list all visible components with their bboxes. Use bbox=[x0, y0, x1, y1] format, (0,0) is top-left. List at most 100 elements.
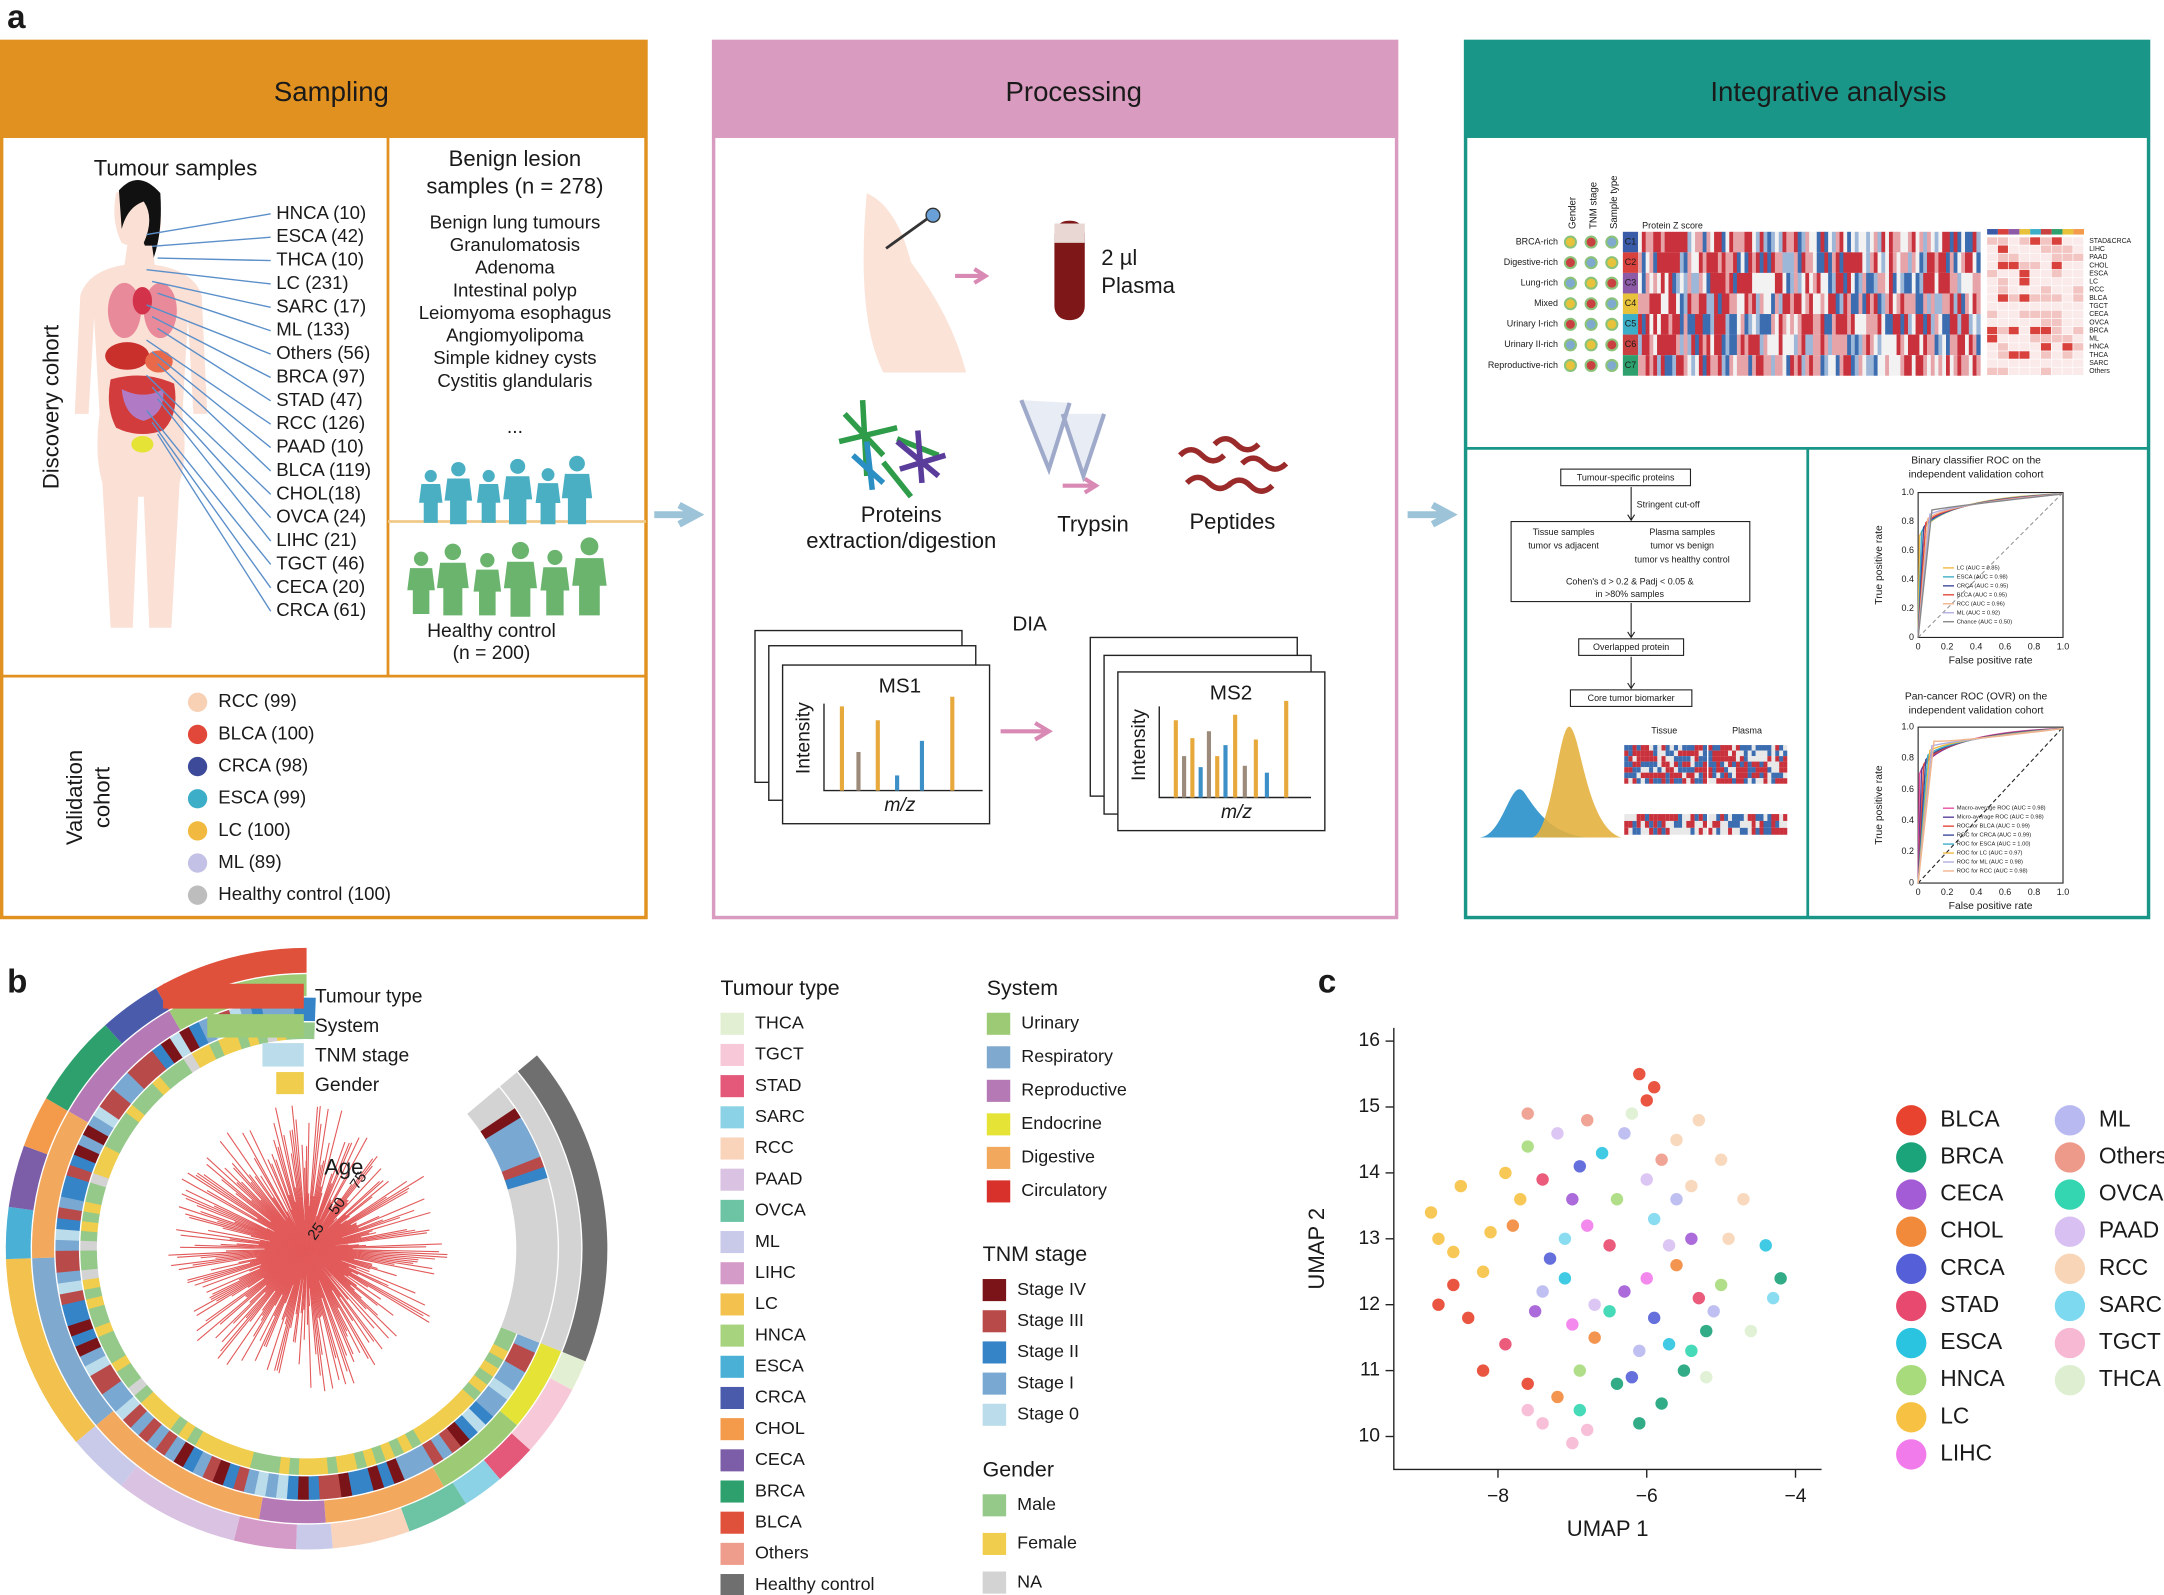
heat-cell bbox=[1640, 761, 1645, 768]
heat-cell bbox=[1930, 272, 1936, 294]
heat-cell bbox=[1771, 750, 1776, 757]
legend-item: Endocrine bbox=[1021, 1113, 1102, 1133]
heat-cell bbox=[1763, 827, 1768, 835]
heat-cell bbox=[1686, 820, 1691, 828]
heat-cell bbox=[2073, 286, 2084, 294]
heat-cell bbox=[1755, 745, 1760, 751]
heat-cell bbox=[1961, 293, 1966, 315]
heat-cell bbox=[1672, 355, 1677, 376]
heat-cell bbox=[1744, 293, 1749, 315]
axis-label: m/z bbox=[1221, 802, 1252, 823]
heat-cell bbox=[1732, 778, 1737, 784]
y-axis-label: UMAP 2 bbox=[1304, 1208, 1329, 1290]
heat-cell bbox=[1888, 293, 1894, 315]
arrow bbox=[1407, 501, 1458, 528]
track-gender bbox=[212, 1439, 229, 1459]
track-gender bbox=[462, 1382, 482, 1401]
heat-cell bbox=[1850, 334, 1856, 356]
point bbox=[1618, 1285, 1631, 1298]
heat-cell bbox=[1641, 231, 1647, 253]
heat-cell bbox=[1877, 355, 1882, 376]
heat-cell bbox=[2019, 286, 2030, 294]
track-gender bbox=[442, 1402, 461, 1422]
track-gender bbox=[194, 1431, 212, 1451]
heat-cell bbox=[1915, 272, 1920, 294]
legend-label: TGCT bbox=[2099, 1328, 2161, 1354]
heat-cell bbox=[1676, 293, 1681, 315]
roc-tick: 0.2 bbox=[1902, 846, 1914, 856]
heat-cell bbox=[1640, 750, 1645, 757]
heat-cell bbox=[1831, 272, 1837, 294]
heat-cell bbox=[1934, 334, 1939, 356]
heat-cell bbox=[1904, 252, 1909, 273]
heat-cell bbox=[1911, 252, 1917, 273]
legend-dot bbox=[187, 692, 208, 712]
heat-cell bbox=[1885, 314, 1890, 335]
heat-cell bbox=[1636, 756, 1641, 762]
heat-cell bbox=[1946, 272, 1951, 294]
heat-cell bbox=[1653, 820, 1658, 828]
swatch bbox=[2051, 229, 2063, 235]
heat-cell bbox=[1786, 314, 1791, 335]
heat-cell bbox=[1712, 767, 1717, 773]
roc-tick: 0.2 bbox=[1941, 887, 1953, 897]
legend-swatch bbox=[982, 1310, 1007, 1333]
heat-cell bbox=[2040, 310, 2052, 319]
heat-cell bbox=[1679, 334, 1685, 356]
heat-cell bbox=[1714, 334, 1719, 356]
heat-cell bbox=[1873, 314, 1878, 335]
legend-item: Stage III bbox=[1017, 1310, 1084, 1330]
heat-cell bbox=[1665, 778, 1670, 784]
heat-cell bbox=[1682, 761, 1687, 768]
heat-cell bbox=[2019, 261, 2030, 270]
heat-cell bbox=[1972, 252, 1977, 273]
track-system bbox=[499, 1343, 562, 1426]
track-tnm bbox=[179, 1026, 201, 1053]
legend-dot bbox=[1896, 1105, 1927, 1136]
heat-cell bbox=[1669, 756, 1674, 762]
track-gender bbox=[128, 1377, 148, 1396]
heat-cell bbox=[1771, 814, 1776, 821]
track-system bbox=[207, 1014, 304, 1038]
heat-cell bbox=[2051, 286, 2062, 294]
track-tnm bbox=[95, 1372, 122, 1395]
track-gender bbox=[80, 1250, 98, 1261]
heat-cell bbox=[1793, 334, 1799, 356]
heat-cell bbox=[1636, 827, 1641, 835]
axis-label: Intensity bbox=[1129, 709, 1150, 781]
heat-cell bbox=[1771, 334, 1776, 356]
heat-cell bbox=[1775, 827, 1780, 835]
heat-cell bbox=[1653, 756, 1658, 762]
heat-cell bbox=[1930, 355, 1936, 376]
track-tnm bbox=[112, 1080, 138, 1104]
track-gender bbox=[159, 1070, 178, 1090]
legend-item: LC bbox=[755, 1293, 778, 1313]
benign-item: Leiomyoma esophagus bbox=[419, 302, 611, 323]
tumour-label: LIHC bbox=[2089, 246, 2105, 253]
heat-cell bbox=[1736, 334, 1742, 356]
heat-cell bbox=[1839, 252, 1844, 273]
person-icon bbox=[444, 543, 462, 561]
heat-cell bbox=[1660, 231, 1666, 253]
roc-tick: 0 bbox=[1916, 887, 1921, 897]
heat-cell bbox=[1972, 355, 1977, 376]
heat-cell bbox=[1748, 334, 1753, 356]
heat-cell bbox=[2062, 343, 2073, 351]
heat-cell bbox=[1624, 745, 1629, 751]
heat-cell bbox=[1907, 272, 1913, 294]
legend-swatch bbox=[720, 1075, 744, 1098]
organ bbox=[145, 350, 173, 373]
heat-cell bbox=[1733, 355, 1738, 376]
roc-tick: 1.0 bbox=[2057, 641, 2069, 651]
heat-cell bbox=[1976, 293, 1981, 315]
track-gender bbox=[120, 1112, 140, 1130]
heat-cell bbox=[2051, 318, 2062, 327]
heat-cell bbox=[1708, 814, 1713, 821]
heat-cell bbox=[1694, 761, 1699, 768]
heat-cell bbox=[1748, 355, 1753, 376]
heat-cell bbox=[1942, 355, 1947, 376]
tumour-item: THCA (10) bbox=[276, 249, 364, 270]
heat-cell bbox=[2051, 351, 2062, 359]
heat-cell bbox=[2073, 343, 2084, 351]
heat-cell bbox=[1695, 252, 1700, 273]
